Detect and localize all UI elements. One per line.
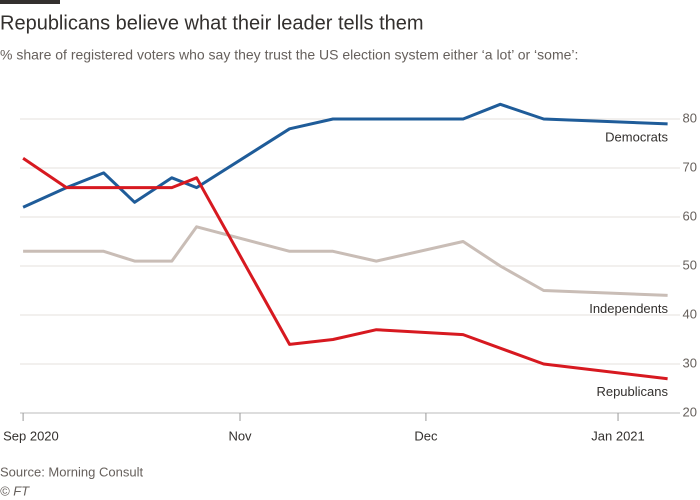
y-tick-label: 60 (683, 208, 697, 223)
x-tick-label: Sep 2020 (3, 428, 59, 443)
y-tick-label: 50 (683, 257, 697, 272)
source: Source: Morning Consult (0, 464, 143, 479)
x-tick-label: Dec (414, 428, 438, 443)
y-tick-label: 70 (683, 159, 697, 174)
line-label: Independents (589, 301, 668, 316)
y-tick-label: 40 (683, 306, 697, 321)
line-label: Democrats (605, 129, 668, 144)
x-tick-label: Nov (228, 428, 252, 443)
y-tick-label: 80 (683, 110, 697, 125)
x-tick-label: Jan 2021 (591, 428, 645, 443)
y-tick-label: 20 (683, 404, 697, 419)
line (22, 156, 668, 381)
line (22, 102, 668, 209)
chart-title: Republicans believe what their leader te… (0, 12, 424, 34)
credit: © FT (0, 483, 30, 498)
line-label: Republicans (596, 384, 668, 399)
line (23, 225, 668, 297)
title-rule (0, 0, 60, 4)
chart-subtitle: % share of registered voters who say the… (0, 47, 578, 63)
y-tick-label: 30 (683, 355, 697, 370)
